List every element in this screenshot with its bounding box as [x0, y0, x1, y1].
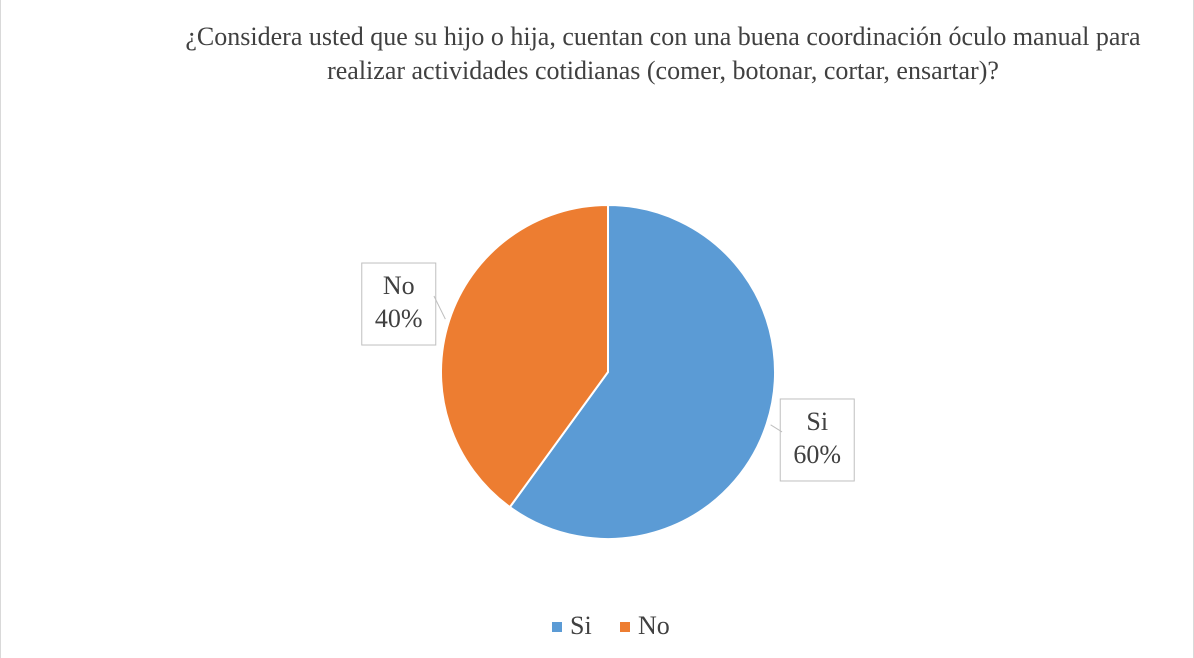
- data-label-category: No: [383, 271, 415, 300]
- data-label-box: [361, 262, 437, 346]
- chart-title: ¿Considera usted que su hijo o hija, cue…: [185, 22, 1141, 85]
- legend-swatch: [552, 622, 562, 632]
- legend-label: No: [638, 611, 670, 640]
- data-label-category: Si: [806, 407, 828, 436]
- pie-slice: [440, 203, 609, 509]
- data-label-value: 60%: [793, 440, 841, 469]
- legend-swatch: [620, 622, 630, 632]
- pie-slice: [508, 203, 776, 540]
- data-label-value: 40%: [375, 304, 423, 333]
- data-label-box: [779, 398, 855, 482]
- legend-label: Si: [570, 611, 592, 640]
- data-label-leader: [770, 424, 783, 433]
- data-label-leader: [433, 295, 446, 320]
